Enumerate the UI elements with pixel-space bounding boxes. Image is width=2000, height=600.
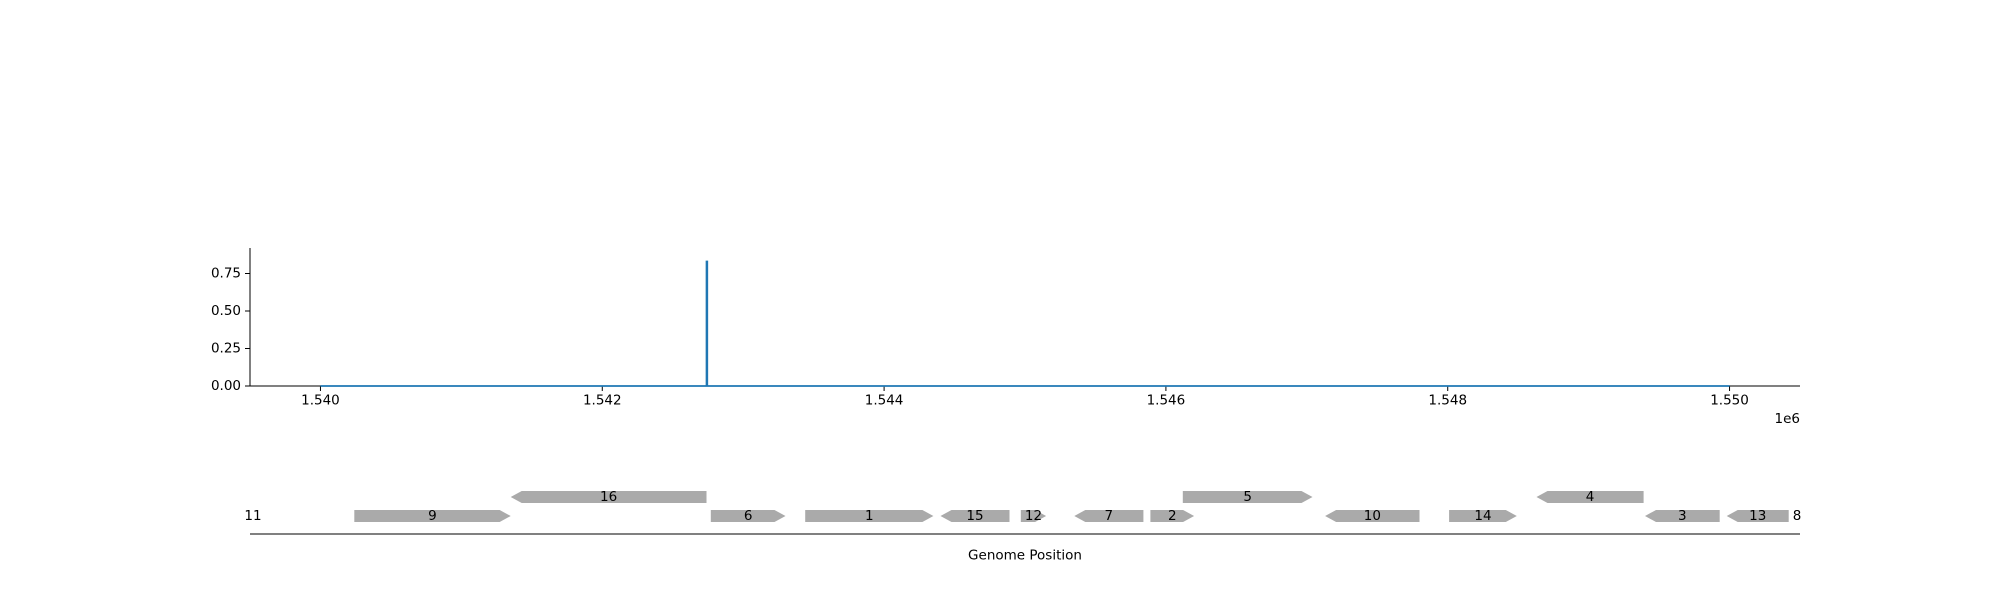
y-axis-ticks: 0.00 0.25 0.50 0.75 <box>211 266 250 394</box>
coverage-plot: 0.000.250.500.75 1.540 1.542 1.544 1.546 1.5… <box>211 248 1800 427</box>
gene-label: 5 <box>1243 489 1252 505</box>
coverage-line <box>320 260 1730 387</box>
gene-label: 4 <box>1586 489 1595 505</box>
gene-label: 9 <box>428 508 437 524</box>
gene-arrow <box>1020 510 1047 522</box>
gene-arrow <box>940 510 1010 522</box>
gene-label: 2 <box>1168 508 1177 524</box>
gene-arrow <box>1536 491 1644 503</box>
x-tick-label: 1.540 <box>301 393 340 409</box>
gene-label: 14 <box>1474 508 1491 524</box>
gene-arrow <box>1645 510 1720 522</box>
gene-label: 16 <box>600 489 617 505</box>
gene-label: 15 <box>966 508 983 524</box>
x-tick-label: 1.546 <box>1147 393 1186 409</box>
gene-label: 13 <box>1749 508 1766 524</box>
gene-label: 1 <box>865 508 874 524</box>
y-tick-label: 0.00 <box>211 378 241 394</box>
gene-arrow <box>1182 491 1313 503</box>
gene-label: 11 <box>244 508 261 524</box>
y-tick-label: 0.50 <box>211 303 241 319</box>
gene-arrows: 11 9 16 6 1 15 12 7 2 5 10 14 4 3 13 8 <box>244 489 1801 524</box>
gene-label: 6 <box>744 508 753 524</box>
gene-arrow <box>354 510 511 522</box>
gene-label: 12 <box>1025 508 1042 524</box>
y-tick-label: 0.25 <box>211 341 241 357</box>
x-tick-label: 1.542 <box>583 393 622 409</box>
gene-label: 3 <box>1678 508 1687 524</box>
gene-label: 8 <box>1793 508 1802 524</box>
gene-label: 10 <box>1364 508 1381 524</box>
x-offset-label: 1e6 <box>1775 411 1800 427</box>
gene-arrow <box>1726 510 1789 522</box>
gene-label: 7 <box>1105 508 1114 524</box>
gene-arrow <box>510 491 707 503</box>
x-axis-ticks: 1.540 1.542 1.544 1.546 1.548 1.550 <box>301 386 1749 409</box>
x-tick-label: 1.550 <box>1710 393 1749 409</box>
gene-arrow <box>1150 510 1195 522</box>
gene-arrow <box>710 510 786 522</box>
x-tick-label: 1.544 <box>865 393 904 409</box>
gene-arrow <box>1325 510 1420 522</box>
gene-arrow <box>1074 510 1144 522</box>
y-tick-label: 0.75 <box>211 266 241 282</box>
gene-track: 11 9 16 6 1 15 12 7 2 5 10 14 4 3 13 8 Genome Position <box>244 489 1801 564</box>
track-xlabel: Genome Position <box>968 548 1082 564</box>
gene-arrow <box>1449 510 1517 522</box>
x-tick-label: 1.548 <box>1428 393 1467 409</box>
gene-arrow <box>805 510 934 522</box>
